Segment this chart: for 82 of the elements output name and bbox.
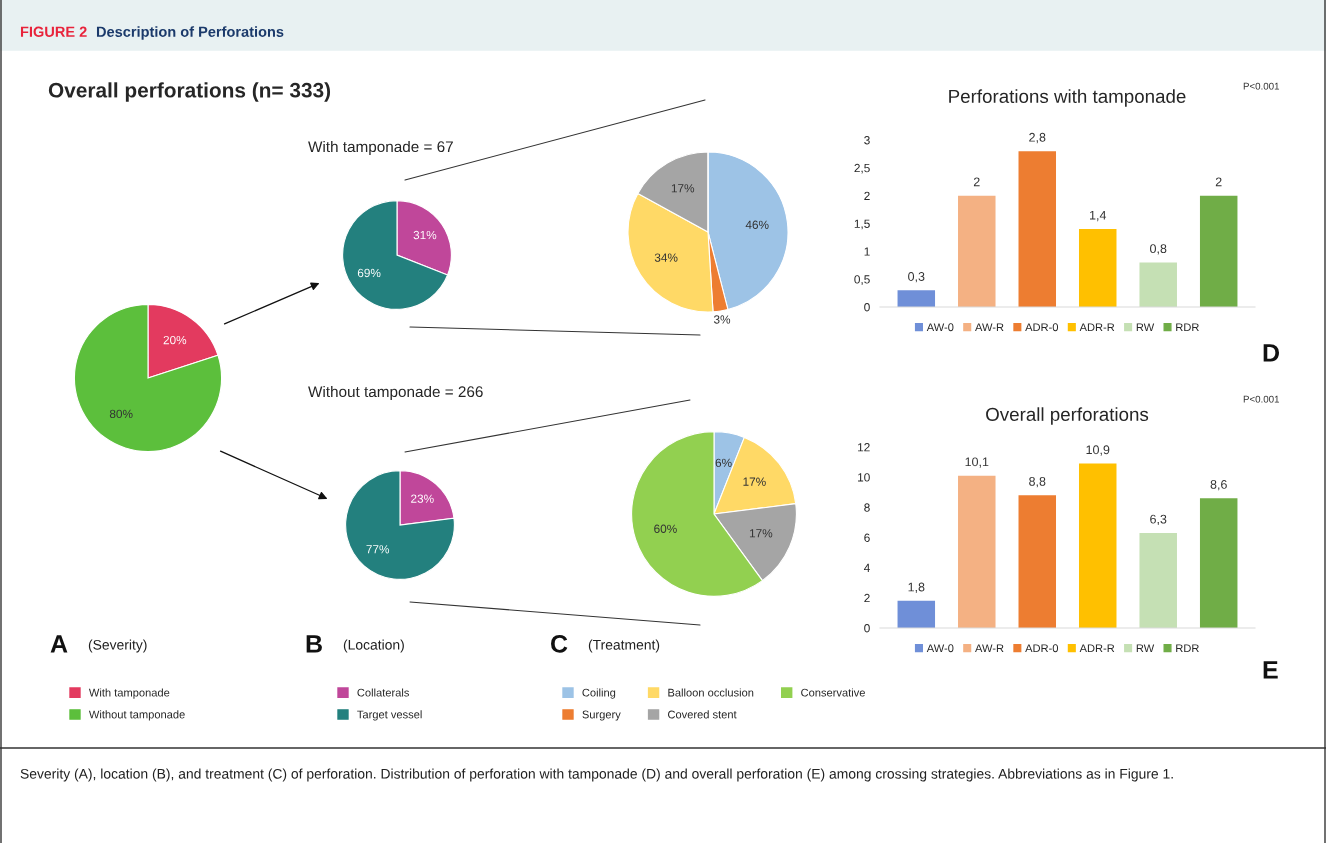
legend-label: Balloon occlusion	[668, 688, 754, 697]
legend-label: Target vessel	[357, 710, 422, 721]
data-label: 0,8	[1150, 244, 1167, 255]
data-label: 0,3	[908, 272, 925, 283]
legend-label: AW-R	[975, 644, 1004, 653]
chart-title: Without tamponade = 266	[308, 385, 483, 401]
legend-label: RDR	[1176, 644, 1199, 653]
data-label: 8,8	[1029, 477, 1046, 488]
legend-label: AW-0	[926, 644, 954, 653]
legend-label: ADR-R	[1079, 323, 1115, 332]
text: C	[551, 635, 568, 653]
text: (Severity)	[88, 639, 147, 653]
data-label: 80%	[109, 409, 133, 419]
legend-label: Without tamponade	[88, 710, 185, 721]
legend-label: ADR-0	[1025, 644, 1059, 653]
data-label: 31%	[413, 230, 437, 240]
y-tick-label: 4	[863, 563, 870, 572]
data-label: 10,9	[1086, 445, 1110, 456]
legend-label: Collaterals	[357, 688, 409, 697]
text: (Location)	[343, 639, 404, 653]
caption: FIGURE 2	[20, 26, 87, 37]
legend-label: ADR-0	[1025, 323, 1059, 332]
data-label: 77%	[366, 545, 390, 554]
pie-slice	[73, 303, 223, 453]
data-label: 6,3	[1150, 514, 1167, 526]
chart-title: Perforations with tamponade	[949, 89, 1186, 107]
chart-title: With tamponade = 67	[308, 140, 453, 156]
y-tick-label: 1,5	[854, 219, 870, 230]
data-label: 1,8	[908, 582, 925, 593]
text: D	[1263, 344, 1279, 362]
data-label: 6%	[715, 458, 732, 467]
text: E	[1263, 661, 1278, 679]
legend-label: RW	[1136, 323, 1155, 332]
y-tick-label: 2	[864, 191, 870, 200]
y-tick-label: 2	[864, 593, 870, 603]
text: B	[306, 635, 322, 653]
legend-label: RW	[1136, 644, 1155, 653]
y-tick-label: 2,5	[854, 163, 870, 174]
legend-label: Coiling	[582, 688, 616, 699]
data-label: 17%	[749, 529, 773, 538]
legend-label: Surgery	[582, 710, 621, 721]
data-label: 3%	[713, 315, 731, 324]
text: Description of Perforations	[96, 26, 284, 40]
data-label: 20%	[163, 335, 187, 345]
data-label: 8,6	[1210, 480, 1227, 491]
text: P<0.001	[1243, 395, 1280, 403]
data-label: 2,8	[1029, 132, 1046, 144]
legend-label: AW-0	[926, 323, 954, 332]
text: Severity (A), location (B), and treatment (C) of perforation. Distribution of perforation with tamponade (D) and overall perforation (E) among crossing strategies. Abbreviations as in Figure 1.	[20, 768, 1173, 782]
data-label: 1,4	[1090, 210, 1107, 222]
y-tick-label: 8	[864, 503, 870, 512]
chart-title: Overall perforations (n= 333)	[48, 82, 331, 102]
legend-label: ADR-R	[1079, 644, 1115, 653]
data-label: 60%	[654, 524, 677, 533]
pie-slice	[342, 200, 449, 310]
y-tick-label: 3	[864, 136, 870, 145]
y-tick-label: 6	[864, 533, 870, 542]
pie-slice	[345, 470, 455, 580]
text: P<0.001	[1243, 82, 1280, 90]
legend-label: Covered stent	[668, 710, 737, 719]
data-label: 46%	[745, 220, 769, 229]
data-label: 17%	[671, 184, 695, 193]
data-label: 17%	[743, 477, 766, 486]
legend-label: RDR	[1176, 323, 1199, 332]
y-tick-label: 10	[858, 473, 870, 482]
data-label: 2	[973, 177, 980, 187]
y-tick-label: 0	[864, 624, 870, 633]
legend-label: With tamponade	[88, 688, 170, 699]
legend-label: AW-R	[975, 323, 1004, 332]
data-label: 2	[1215, 177, 1222, 187]
y-tick-label: 0,5	[854, 275, 870, 285]
y-tick-label: 0	[864, 303, 870, 312]
data-label: 69%	[357, 268, 381, 278]
data-label: 23%	[411, 494, 434, 503]
data-label: 34%	[654, 253, 678, 262]
y-tick-label: 1	[864, 247, 870, 256]
text: A	[50, 635, 68, 653]
text: (Treatment)	[588, 639, 660, 653]
y-tick-label: 12	[858, 443, 870, 452]
chart-title: Overall perforations	[986, 407, 1149, 425]
legend-label: Conservative	[801, 688, 865, 697]
data-label: 10,1	[965, 457, 989, 468]
